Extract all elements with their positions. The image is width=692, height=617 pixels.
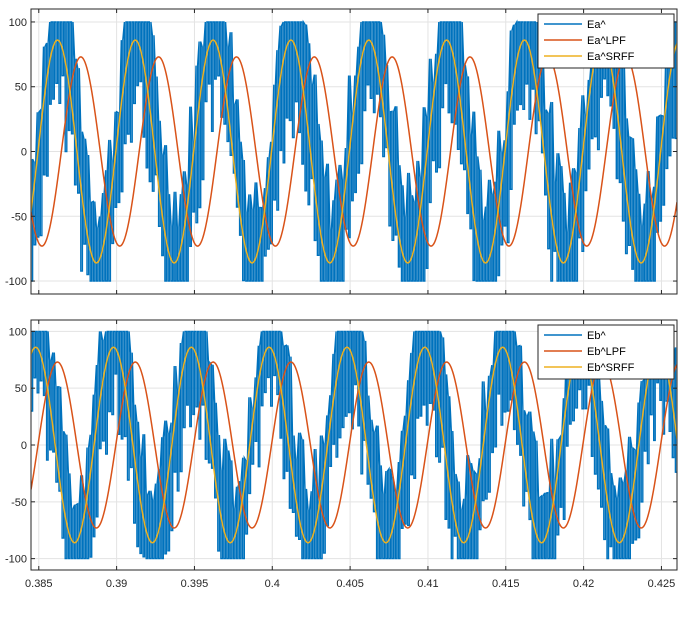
- series-line-3: [31, 39, 677, 264]
- series-line-2: [31, 56, 677, 247]
- y-tick-label: 0: [21, 440, 27, 452]
- y-tick-label: 0: [21, 147, 27, 159]
- x-tick-label: 0.395: [181, 578, 209, 590]
- x-tick-label: 0.42: [573, 578, 594, 590]
- legend-label: Eb^LPF: [587, 346, 626, 358]
- legend-label: Eb^SRFF: [587, 362, 635, 374]
- series-line-3: [31, 346, 677, 544]
- y-tick-label: 50: [15, 383, 27, 395]
- legend-label: Ea^SRFF: [587, 51, 635, 63]
- y-tick-label: -100: [5, 276, 27, 288]
- y-tick-label: -50: [11, 497, 27, 509]
- x-tick-label: 0.405: [336, 578, 364, 590]
- y-tick-label: -50: [11, 211, 27, 223]
- bottom-axes: -100 -50 0 50 100 0.385 0.39 0.395 0.4 0.405 0.41 0…: [5, 319, 678, 590]
- legend-label: Ea^LPF: [587, 35, 626, 47]
- y-tick-label: 50: [15, 82, 27, 94]
- top-axes: -100 -50 0 50 100 Ea^ Ea^LPF Ea^SRFF: [5, 8, 678, 295]
- x-tick-label: 0.41: [417, 578, 438, 590]
- legend-label: Ea^: [587, 19, 606, 31]
- x-tick-label: 0.385: [25, 578, 53, 590]
- x-tick-label: 0.39: [106, 578, 127, 590]
- series-line-1: [31, 19, 677, 282]
- x-tick-label: 0.4: [265, 578, 280, 590]
- y-tick-label: -100: [5, 554, 27, 566]
- y-tick-label: 100: [9, 326, 27, 338]
- legend-box: [537, 324, 675, 380]
- x-tick-label: 0.425: [648, 578, 676, 590]
- series-group: [31, 19, 677, 282]
- legend-box: [537, 13, 675, 69]
- x-tick-label: 0.415: [492, 578, 520, 590]
- series-line-2: [31, 361, 677, 529]
- y-tick-label: 100: [9, 17, 27, 29]
- legend-label: Eb^: [587, 330, 606, 342]
